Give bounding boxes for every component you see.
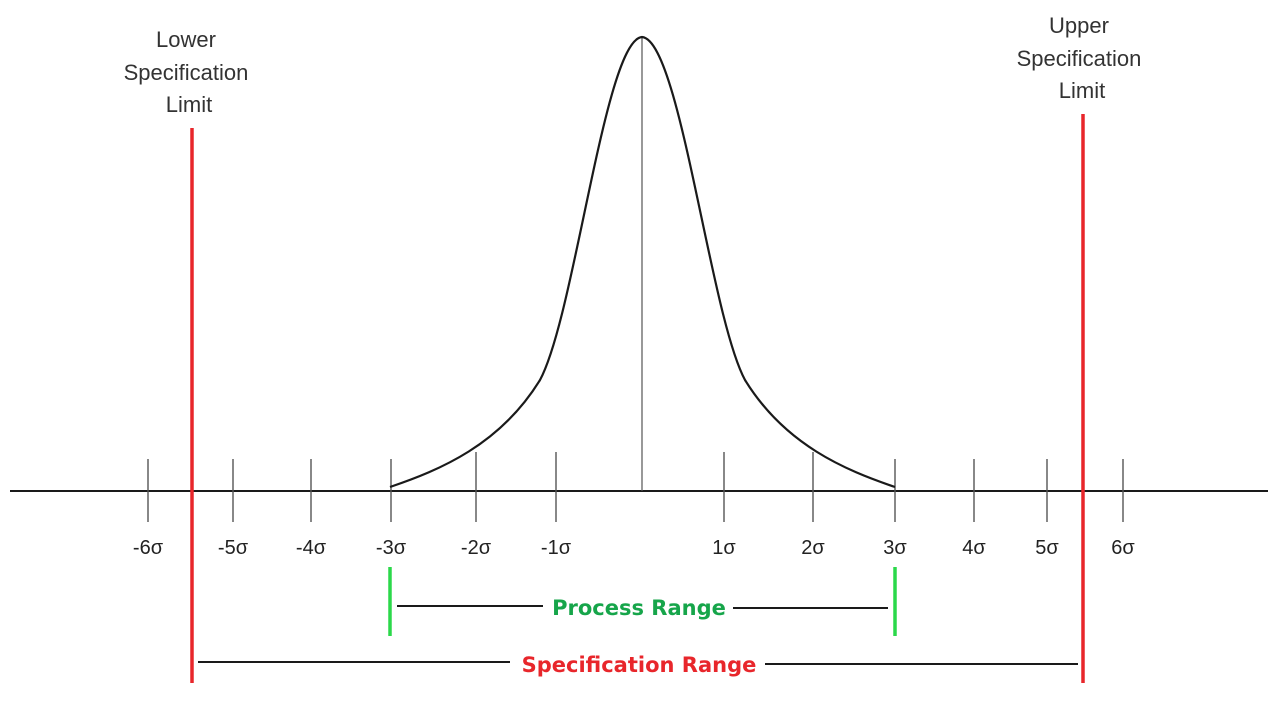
sigma-tick-label: 6σ: [1111, 537, 1135, 559]
sigma-tick-label: -1σ: [541, 537, 572, 559]
sigma-tick-label: -4σ: [296, 537, 327, 559]
upper-spec-limit-label: Upper Specification Limit: [1017, 13, 1148, 103]
distribution-curve: [389, 35, 896, 489]
sigma-tick-label: 4σ: [962, 537, 986, 559]
sigma-tick-label: 1σ: [712, 537, 736, 559]
sigma-ticks: -6σ -5σ -4σ -3σ -2σ -1σ 1σ 2σ 3σ 4σ 5σ 6σ: [133, 452, 1135, 559]
specification-range-label: Specification Range: [522, 653, 757, 677]
lower-spec-limit-label: Lower Specification Limit: [124, 27, 255, 117]
sigma-tick-label: -5σ: [218, 537, 249, 559]
sigma-tick-label: -3σ: [376, 537, 407, 559]
sigma-tick-label: 3σ: [883, 537, 907, 559]
process-range-label: Process Range: [552, 596, 726, 620]
sigma-tick-label: 2σ: [801, 537, 825, 559]
sigma-tick-label: -6σ: [133, 537, 164, 559]
sigma-tick-label: -2σ: [461, 537, 492, 559]
sigma-tick-label: 5σ: [1035, 537, 1059, 559]
